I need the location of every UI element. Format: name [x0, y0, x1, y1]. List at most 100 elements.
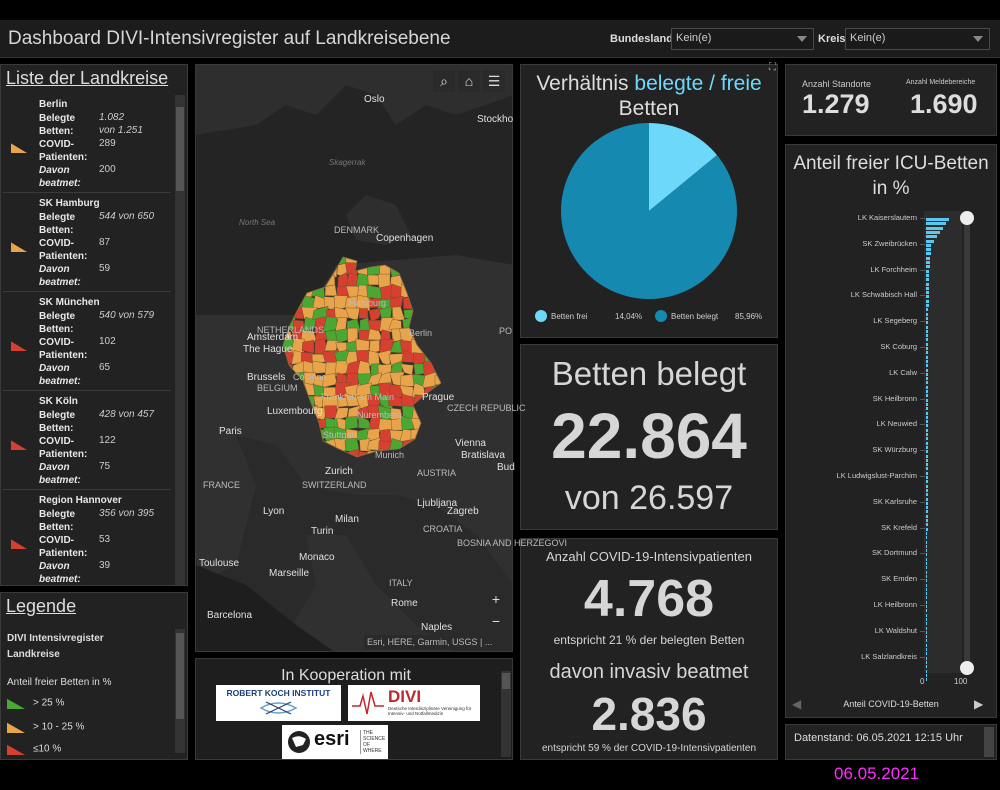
- bar[interactable]: [926, 291, 929, 295]
- district-shape[interactable]: [281, 452, 293, 462]
- district-shape[interactable]: [313, 253, 328, 268]
- bar[interactable]: [926, 673, 928, 677]
- bar[interactable]: [926, 648, 928, 651]
- bar[interactable]: [926, 329, 929, 333]
- district-shape[interactable]: [324, 284, 338, 297]
- district-shape[interactable]: [447, 287, 451, 300]
- county-list-item[interactable]: SK München Belegte Betten: COVID- Patienten:…: [3, 293, 171, 391]
- bar[interactable]: [926, 635, 928, 639]
- district-shape[interactable]: [281, 253, 294, 266]
- zoom-handle-top[interactable]: [960, 211, 974, 225]
- district-shape[interactable]: [414, 439, 426, 454]
- district-shape[interactable]: [448, 461, 451, 463]
- bar[interactable]: [926, 643, 928, 647]
- district-shape[interactable]: [301, 417, 317, 433]
- district-shape[interactable]: [345, 416, 359, 430]
- bar[interactable]: [926, 450, 928, 454]
- bar[interactable]: [926, 256, 931, 260]
- district-shape[interactable]: [422, 440, 437, 453]
- district-shape[interactable]: [410, 283, 424, 298]
- district-shape[interactable]: [423, 338, 436, 354]
- bar[interactable]: [926, 243, 932, 247]
- bar[interactable]: [926, 488, 928, 492]
- district-shape[interactable]: [423, 295, 437, 309]
- bar[interactable]: [926, 407, 928, 411]
- district-shape[interactable]: [411, 451, 428, 462]
- district-shape[interactable]: [290, 284, 305, 301]
- district-shape[interactable]: [447, 449, 451, 463]
- zoom-in-button[interactable]: +: [485, 588, 507, 610]
- district-shape[interactable]: [435, 438, 448, 455]
- district-shape[interactable]: [289, 263, 305, 279]
- district-shape[interactable]: [301, 339, 315, 354]
- zoom-handle-bottom[interactable]: [960, 661, 974, 675]
- bar[interactable]: [926, 445, 928, 449]
- bar[interactable]: [926, 519, 928, 522]
- bar[interactable]: [926, 510, 928, 514]
- district-shape[interactable]: [421, 273, 438, 288]
- district-shape[interactable]: [312, 440, 326, 454]
- bar[interactable]: [926, 347, 929, 350]
- district-shape[interactable]: [281, 439, 296, 454]
- district-shape[interactable]: [433, 460, 448, 463]
- bar[interactable]: [926, 351, 929, 355]
- district-shape[interactable]: [334, 462, 347, 463]
- district-shape[interactable]: [432, 308, 446, 323]
- district-shape[interactable]: [421, 306, 435, 321]
- bar[interactable]: [926, 286, 929, 290]
- bar[interactable]: [926, 660, 928, 664]
- bar[interactable]: [926, 433, 928, 436]
- district-shape[interactable]: [291, 415, 304, 430]
- bar[interactable]: [926, 226, 943, 230]
- district-shape[interactable]: [301, 274, 316, 288]
- district-shape[interactable]: [446, 340, 451, 353]
- district-shape[interactable]: [401, 350, 417, 363]
- district-shape[interactable]: [290, 253, 306, 264]
- bar[interactable]: [926, 402, 928, 406]
- bar[interactable]: [926, 484, 928, 488]
- bar[interactable]: [926, 385, 928, 389]
- bar[interactable]: [926, 574, 928, 578]
- bar[interactable]: [926, 523, 928, 527]
- bar[interactable]: [926, 613, 928, 617]
- bar[interactable]: [926, 527, 928, 531]
- bar[interactable]: [926, 239, 935, 243]
- bar[interactable]: [926, 549, 928, 553]
- district-shape[interactable]: [399, 253, 417, 267]
- bar[interactable]: [926, 665, 928, 669]
- district-shape[interactable]: [382, 461, 394, 463]
- district-shape[interactable]: [323, 452, 340, 463]
- bar[interactable]: [926, 544, 928, 548]
- district-shape[interactable]: [290, 430, 303, 444]
- district-shape[interactable]: [444, 417, 451, 432]
- zoom-out-button[interactable]: −: [485, 610, 507, 632]
- expand-icon[interactable]: ⛶: [769, 62, 776, 73]
- bar[interactable]: [926, 600, 928, 604]
- bar[interactable]: [926, 342, 929, 346]
- bar[interactable]: [926, 437, 928, 441]
- district-shape[interactable]: [301, 437, 317, 453]
- district-shape[interactable]: [281, 261, 296, 275]
- bar[interactable]: [926, 269, 930, 273]
- district-shape[interactable]: [444, 329, 451, 344]
- bar[interactable]: [926, 540, 928, 544]
- bar[interactable]: [926, 497, 928, 501]
- bar[interactable]: [926, 364, 929, 368]
- district-shape[interactable]: [411, 297, 426, 312]
- district-shape[interactable]: [315, 449, 329, 463]
- bar[interactable]: [926, 312, 929, 316]
- district-shape[interactable]: [432, 350, 447, 366]
- bar[interactable]: [926, 415, 928, 419]
- district-shape[interactable]: [422, 450, 437, 463]
- bar[interactable]: [926, 381, 928, 385]
- district-shape[interactable]: [432, 405, 448, 418]
- district-shape[interactable]: [434, 429, 446, 441]
- pie-slice-free[interactable]: [649, 123, 717, 211]
- bar[interactable]: [926, 605, 928, 608]
- bundesland-select[interactable]: Kein(e): [671, 28, 814, 50]
- district-shape[interactable]: [435, 261, 449, 279]
- district-shape[interactable]: [359, 317, 371, 333]
- bar[interactable]: [926, 252, 931, 256]
- district-shape[interactable]: [400, 262, 416, 277]
- bar[interactable]: [926, 480, 928, 484]
